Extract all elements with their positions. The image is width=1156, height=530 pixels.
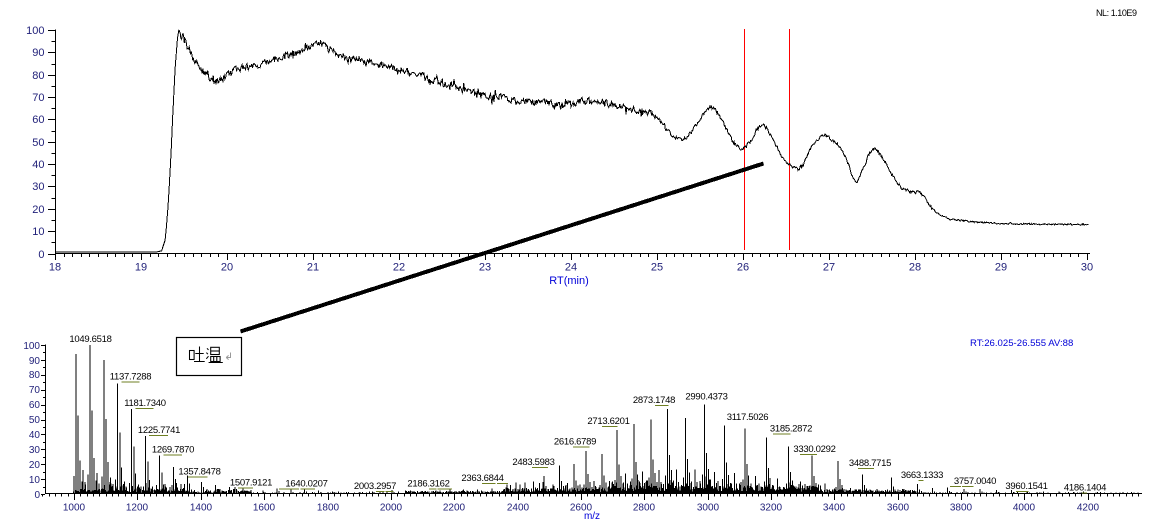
svg-text:1400: 1400 <box>190 503 213 514</box>
svg-text:23: 23 <box>479 262 491 274</box>
svg-text:0: 0 <box>38 249 44 261</box>
svg-text:3117.5026: 3117.5026 <box>727 412 769 423</box>
svg-text:2400: 2400 <box>507 503 530 514</box>
svg-text:4186.1404: 4186.1404 <box>1064 483 1106 494</box>
svg-text:30: 30 <box>32 181 44 193</box>
svg-text:2616.6789: 2616.6789 <box>554 437 596 448</box>
svg-text:29: 29 <box>995 262 1007 274</box>
svg-text:26: 26 <box>737 262 749 274</box>
svg-text:20: 20 <box>221 262 233 274</box>
svg-text:30: 30 <box>1081 262 1093 274</box>
svg-text:2363.6844: 2363.6844 <box>461 473 503 484</box>
svg-text:1000: 1000 <box>63 503 86 514</box>
svg-text:2873.1748: 2873.1748 <box>633 395 675 406</box>
svg-text:2483.5983: 2483.5983 <box>512 457 554 468</box>
svg-text:60: 60 <box>32 114 44 126</box>
svg-text:80: 80 <box>29 370 41 381</box>
svg-text:19: 19 <box>135 262 147 274</box>
svg-text:2186.3162: 2186.3162 <box>407 479 449 490</box>
svg-text:28: 28 <box>909 262 921 274</box>
svg-text:1640.0207: 1640.0207 <box>285 479 327 490</box>
svg-text:1357.8478: 1357.8478 <box>178 467 220 478</box>
svg-text:3200: 3200 <box>760 503 783 514</box>
svg-text:3330.0292: 3330.0292 <box>793 444 835 455</box>
svg-text:21: 21 <box>307 262 319 274</box>
svg-text:1200: 1200 <box>126 503 149 514</box>
svg-text:2713.6201: 2713.6201 <box>587 416 629 427</box>
svg-text:30: 30 <box>29 445 41 456</box>
svg-text:NL: 1.10E9: NL: 1.10E9 <box>1096 8 1137 18</box>
svg-text:3488.7715: 3488.7715 <box>849 458 891 469</box>
svg-text:1600: 1600 <box>253 503 276 514</box>
svg-text:40: 40 <box>32 159 44 171</box>
svg-text:1137.7288: 1137.7288 <box>110 372 152 383</box>
svg-text:3400: 3400 <box>823 503 846 514</box>
svg-text:4200: 4200 <box>1077 503 1100 514</box>
svg-text:3800: 3800 <box>950 503 973 514</box>
svg-text:2200: 2200 <box>443 503 466 514</box>
svg-text:RT(min): RT(min) <box>549 275 589 287</box>
svg-text:1049.6518: 1049.6518 <box>69 334 111 345</box>
svg-text:3757.0040: 3757.0040 <box>954 476 996 487</box>
svg-text:50: 50 <box>29 415 41 426</box>
svg-text:27: 27 <box>823 262 835 274</box>
svg-text:2003.2957: 2003.2957 <box>354 481 396 492</box>
svg-text:m/z: m/z <box>584 511 600 522</box>
svg-text:RT:26.025-26.555 AV:88: RT:26.025-26.555 AV:88 <box>970 338 1073 349</box>
svg-text:2000: 2000 <box>380 503 403 514</box>
svg-text:22: 22 <box>393 262 405 274</box>
svg-text:1507.9121: 1507.9121 <box>230 478 272 489</box>
svg-text:2600: 2600 <box>570 503 593 514</box>
svg-text:2800: 2800 <box>633 503 656 514</box>
svg-text:50: 50 <box>32 137 44 149</box>
svg-text:20: 20 <box>29 460 41 471</box>
svg-text:100: 100 <box>26 25 44 37</box>
svg-text:3000: 3000 <box>697 503 720 514</box>
svg-text:1225.7741: 1225.7741 <box>138 425 180 436</box>
svg-text:25: 25 <box>651 262 663 274</box>
svg-text:2990.4373: 2990.4373 <box>685 392 727 403</box>
svg-text:3185.2872: 3185.2872 <box>770 424 812 435</box>
svg-text:10: 10 <box>32 226 44 238</box>
svg-text:24: 24 <box>565 262 577 274</box>
svg-text:3960.1541: 3960.1541 <box>1005 481 1047 492</box>
svg-text:0: 0 <box>34 490 40 501</box>
svg-text:90: 90 <box>32 47 44 59</box>
svg-text:18: 18 <box>49 262 61 274</box>
svg-text:70: 70 <box>32 92 44 104</box>
svg-text:1269.7870: 1269.7870 <box>152 445 194 456</box>
svg-text:20: 20 <box>32 204 44 216</box>
svg-text:3600: 3600 <box>887 503 910 514</box>
svg-text:3663.1333: 3663.1333 <box>901 470 943 481</box>
svg-text:80: 80 <box>32 70 44 82</box>
svg-text:10: 10 <box>29 475 41 486</box>
svg-text:40: 40 <box>29 430 41 441</box>
svg-text:4000: 4000 <box>1013 503 1036 514</box>
svg-text:100: 100 <box>23 341 40 352</box>
svg-text:1800: 1800 <box>317 503 340 514</box>
svg-text:70: 70 <box>29 385 41 396</box>
svg-text:1181.7340: 1181.7340 <box>124 398 166 409</box>
svg-text:90: 90 <box>29 356 41 367</box>
svg-text:60: 60 <box>29 400 41 411</box>
